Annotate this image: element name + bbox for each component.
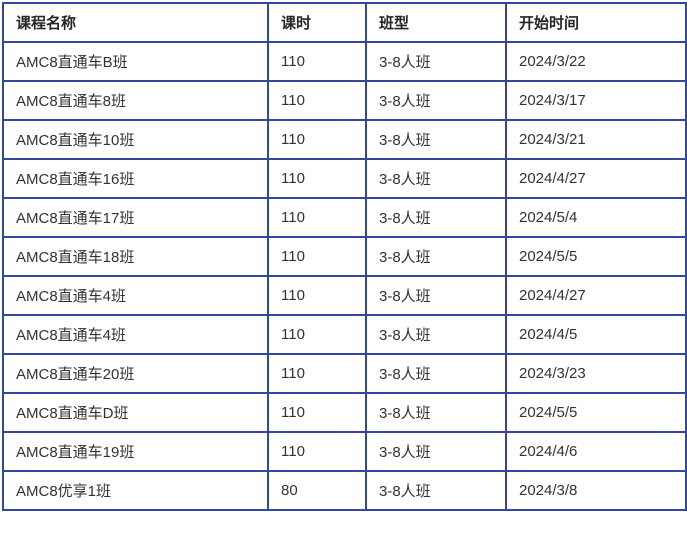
- cell-course-name: AMC8直通车19班: [2, 431, 269, 472]
- cell-class-hours: 110: [267, 275, 367, 316]
- cell-start-date: 2024/4/5: [505, 314, 687, 355]
- cell-class-type: 3-8人班: [365, 353, 507, 394]
- cell-class-hours: 110: [267, 236, 367, 277]
- cell-class-type: 3-8人班: [365, 392, 507, 433]
- cell-class-hours: 110: [267, 353, 367, 394]
- table-row: AMC8直通车18班 110 3-8人班 2024/5/5: [2, 236, 687, 277]
- table-row: AMC8直通车4班 110 3-8人班 2024/4/27: [2, 275, 687, 316]
- cell-course-name: AMC8直通车8班: [2, 80, 269, 121]
- header-start-date: 开始时间: [505, 2, 687, 43]
- cell-course-name: AMC8优享1班: [2, 470, 269, 511]
- cell-class-type: 3-8人班: [365, 41, 507, 82]
- table-row: AMC8直通车8班 110 3-8人班 2024/3/17: [2, 80, 687, 121]
- cell-course-name: AMC8直通车4班: [2, 314, 269, 355]
- cell-start-date: 2024/3/22: [505, 41, 687, 82]
- cell-class-hours: 110: [267, 392, 367, 433]
- table-row: AMC8直通车10班 110 3-8人班 2024/3/21: [2, 119, 687, 160]
- cell-class-type: 3-8人班: [365, 431, 507, 472]
- cell-start-date: 2024/3/21: [505, 119, 687, 160]
- cell-class-type: 3-8人班: [365, 80, 507, 121]
- cell-course-name: AMC8直通车17班: [2, 197, 269, 238]
- table-row: AMC8直通车19班 110 3-8人班 2024/4/6: [2, 431, 687, 472]
- cell-start-date: 2024/5/4: [505, 197, 687, 238]
- cell-start-date: 2024/5/5: [505, 392, 687, 433]
- cell-class-hours: 110: [267, 431, 367, 472]
- cell-course-name: AMC8直通车16班: [2, 158, 269, 199]
- course-schedule-table: 课程名称 课时 班型 开始时间 AMC8直通车B班 110 3-8人班 2024…: [2, 2, 687, 511]
- header-class-hours: 课时: [267, 2, 367, 43]
- cell-class-hours: 110: [267, 41, 367, 82]
- cell-start-date: 2024/4/27: [505, 275, 687, 316]
- cell-course-name: AMC8直通车10班: [2, 119, 269, 160]
- table-row: AMC8直通车D班 110 3-8人班 2024/5/5: [2, 392, 687, 433]
- cell-class-type: 3-8人班: [365, 236, 507, 277]
- cell-class-hours: 110: [267, 158, 367, 199]
- cell-course-name: AMC8直通车4班: [2, 275, 269, 316]
- cell-class-hours: 110: [267, 80, 367, 121]
- cell-course-name: AMC8直通车B班: [2, 41, 269, 82]
- cell-class-type: 3-8人班: [365, 119, 507, 160]
- cell-class-type: 3-8人班: [365, 275, 507, 316]
- cell-start-date: 2024/3/23: [505, 353, 687, 394]
- cell-class-hours: 110: [267, 314, 367, 355]
- cell-class-hours: 80: [267, 470, 367, 511]
- table-row: AMC8直通车20班 110 3-8人班 2024/3/23: [2, 353, 687, 394]
- cell-class-type: 3-8人班: [365, 158, 507, 199]
- cell-start-date: 2024/3/8: [505, 470, 687, 511]
- header-row: 课程名称 课时 班型 开始时间: [2, 2, 687, 43]
- cell-start-date: 2024/4/6: [505, 431, 687, 472]
- table-row: AMC8直通车4班 110 3-8人班 2024/4/5: [2, 314, 687, 355]
- cell-class-hours: 110: [267, 197, 367, 238]
- table-row: AMC8直通车16班 110 3-8人班 2024/4/27: [2, 158, 687, 199]
- table-row: AMC8优享1班 80 3-8人班 2024/3/8: [2, 470, 687, 511]
- table-row: AMC8直通车B班 110 3-8人班 2024/3/22: [2, 41, 687, 82]
- cell-class-type: 3-8人班: [365, 314, 507, 355]
- table-row: AMC8直通车17班 110 3-8人班 2024/5/4: [2, 197, 687, 238]
- cell-start-date: 2024/4/27: [505, 158, 687, 199]
- cell-start-date: 2024/5/5: [505, 236, 687, 277]
- cell-course-name: AMC8直通车20班: [2, 353, 269, 394]
- cell-course-name: AMC8直通车18班: [2, 236, 269, 277]
- cell-class-type: 3-8人班: [365, 470, 507, 511]
- cell-class-hours: 110: [267, 119, 367, 160]
- header-class-type: 班型: [365, 2, 507, 43]
- header-course-name: 课程名称: [2, 2, 269, 43]
- cell-course-name: AMC8直通车D班: [2, 392, 269, 433]
- cell-class-type: 3-8人班: [365, 197, 507, 238]
- cell-start-date: 2024/3/17: [505, 80, 687, 121]
